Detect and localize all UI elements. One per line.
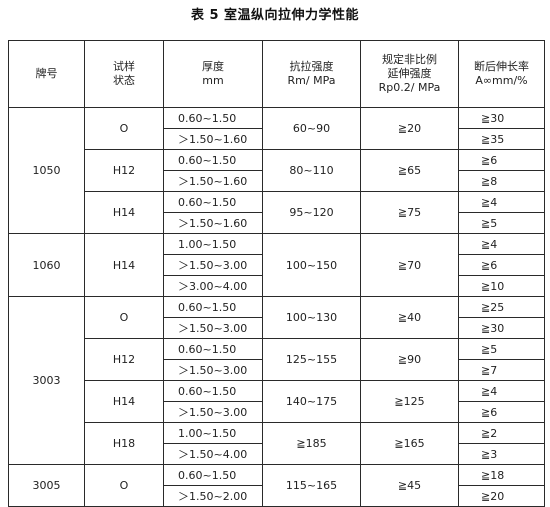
thickness-cell: ＞1.50~1.60 bbox=[163, 170, 263, 192]
table-row: H12 0.60~1.50 125~155 ≧90 ≧5 bbox=[9, 338, 545, 381]
tensile-cell: 60~90 bbox=[262, 107, 361, 150]
table-row: H14 0.60~1.50 95~120 ≧75 ≧4 bbox=[9, 191, 545, 234]
elongation-cell: ≧8 bbox=[458, 170, 545, 192]
tensile-cell: 115~165 bbox=[262, 464, 361, 507]
elongation-cell: ≧18 bbox=[458, 464, 545, 486]
temper-cell: H14 bbox=[84, 380, 164, 423]
elongation-cell: ≧25 bbox=[458, 296, 545, 318]
elongation-cell: ≧35 bbox=[458, 128, 545, 150]
tensile-cell: 125~155 bbox=[262, 338, 361, 381]
yield-cell: ≧90 bbox=[360, 338, 459, 381]
thickness-cell: 1.00~1.50 bbox=[163, 233, 263, 255]
header-elongation: 断后伸长率 A∞mm/% bbox=[458, 40, 545, 108]
table-row: ＞1.50~3.00 ≧7 bbox=[9, 359, 545, 381]
tensile-cell: 100~150 bbox=[262, 233, 361, 297]
table-row: H18 1.00~1.50 ≧185 ≧165 ≧2 bbox=[9, 422, 545, 465]
table-row: H12 0.60~1.50 80~110 ≧65 ≧6 bbox=[9, 149, 545, 192]
table-row: 3003 O 0.60~1.50 100~130 ≧40 ≧25 bbox=[8, 296, 545, 465]
table-row: ＞1.50~2.00 ≧20 bbox=[9, 485, 545, 507]
elongation-cell: ≧30 bbox=[458, 107, 545, 129]
table-row: 3005 O 0.60~1.50 115~165 ≧45 ≧18 bbox=[8, 464, 545, 507]
grade-cell: 1060 bbox=[8, 233, 85, 297]
thickness-cell: 0.60~1.50 bbox=[163, 296, 263, 318]
temper-cell: H14 bbox=[84, 191, 164, 234]
table-row: H14 0.60~1.50 140~175 ≧125 ≧4 bbox=[9, 380, 545, 423]
table-row: ＞1.50~1.60 ≧5 bbox=[9, 212, 545, 234]
temper-cell: H14 bbox=[84, 233, 164, 297]
thickness-cell: ＞1.50~3.00 bbox=[163, 401, 263, 423]
tensile-cell: 80~110 bbox=[262, 149, 361, 192]
header-yield-strength: 规定非比例 延伸强度 Rp0.2/ MPa bbox=[360, 40, 459, 108]
properties-table: 牌号 试样 状态 厚度 mm 抗拉强度 Rm/ MPa 规定非比例 延伸强度 Rp0.2/… bbox=[8, 40, 545, 507]
thickness-cell: ＞1.50~2.00 bbox=[163, 485, 263, 507]
table-title: 表 5 室温纵向拉伸力学性能 bbox=[190, 8, 360, 23]
elongation-cell: ≧10 bbox=[458, 275, 545, 297]
elongation-cell: ≧3 bbox=[458, 443, 545, 465]
tensile-cell: 140~175 bbox=[262, 380, 361, 423]
grade-cell: 3003 bbox=[8, 296, 85, 465]
elongation-cell: ≧4 bbox=[458, 233, 545, 255]
header-thickness: 厚度 mm bbox=[163, 40, 263, 108]
thickness-cell: 0.60~1.50 bbox=[163, 338, 263, 360]
yield-cell: ≧165 bbox=[360, 422, 459, 465]
thickness-cell: 1.00~1.50 bbox=[163, 422, 263, 444]
elongation-cell: ≧6 bbox=[458, 149, 545, 171]
elongation-cell: ≧7 bbox=[458, 359, 545, 381]
elongation-cell: ≧2 bbox=[458, 422, 545, 444]
table-row: 1050 O 0.60~1.50 60~90 ≧20 ≧30 bbox=[8, 107, 545, 234]
temper-cell: H12 bbox=[84, 338, 164, 381]
grade-cell: 1050 bbox=[8, 107, 85, 234]
yield-cell: ≧70 bbox=[360, 233, 459, 297]
thickness-cell: 0.60~1.50 bbox=[163, 380, 263, 402]
elongation-cell: ≧6 bbox=[458, 401, 545, 423]
table-row: ＞1.50~4.00 ≧3 bbox=[9, 443, 545, 465]
thickness-cell: ＞1.50~3.00 bbox=[163, 317, 263, 339]
temper-cell: O bbox=[84, 464, 164, 507]
thickness-cell: ＞1.50~1.60 bbox=[163, 212, 263, 234]
yield-cell: ≧45 bbox=[360, 464, 459, 507]
temper-cell: H12 bbox=[84, 149, 164, 192]
thickness-cell: 0.60~1.50 bbox=[163, 464, 263, 486]
thickness-cell: ＞1.50~3.00 bbox=[163, 359, 263, 381]
tensile-cell: ≧185 bbox=[262, 422, 361, 465]
header-tensile-strength: 抗拉强度 Rm/ MPa bbox=[262, 40, 361, 108]
elongation-cell: ≧5 bbox=[458, 212, 545, 234]
temper-cell: O bbox=[84, 296, 164, 339]
tensile-cell: 95~120 bbox=[262, 191, 361, 234]
elongation-cell: ≧4 bbox=[458, 191, 545, 213]
yield-cell: ≧20 bbox=[360, 107, 459, 150]
grade-cell: 3005 bbox=[8, 464, 85, 507]
yield-cell: ≧75 bbox=[360, 191, 459, 234]
tensile-cell: 100~130 bbox=[262, 296, 361, 339]
thickness-cell: 0.60~1.50 bbox=[163, 107, 263, 129]
thickness-cell: ＞3.00~4.00 bbox=[163, 275, 263, 297]
elongation-cell: ≧20 bbox=[458, 485, 545, 507]
elongation-cell: ≧6 bbox=[458, 254, 545, 276]
temper-cell: H18 bbox=[84, 422, 164, 465]
table-row: ＞1.50~3.00 ≧6 bbox=[9, 401, 545, 423]
elongation-cell: ≧30 bbox=[458, 317, 545, 339]
yield-cell: ≧65 bbox=[360, 149, 459, 192]
yield-cell: ≧125 bbox=[360, 380, 459, 423]
thickness-cell: ＞1.50~4.00 bbox=[163, 443, 263, 465]
elongation-cell: ≧4 bbox=[458, 380, 545, 402]
table-row: 1060 H14 1.00~1.50 100~150 ≧70 ≧4 bbox=[8, 233, 545, 297]
thickness-cell: ＞1.50~1.60 bbox=[163, 128, 263, 150]
yield-cell: ≧40 bbox=[360, 296, 459, 339]
thickness-cell: 0.60~1.50 bbox=[163, 191, 263, 213]
thickness-cell: 0.60~1.50 bbox=[163, 149, 263, 171]
elongation-cell: ≧5 bbox=[458, 338, 545, 360]
temper-cell: O bbox=[84, 107, 164, 150]
header-temper: 试样 状态 bbox=[84, 40, 164, 108]
header-grade: 牌号 bbox=[8, 40, 85, 108]
header-row: 牌号 试样 状态 厚度 mm 抗拉强度 Rm/ MPa 规定非比例 延伸强度 Rp0.2/… bbox=[8, 40, 545, 108]
thickness-cell: ＞1.50~3.00 bbox=[163, 254, 263, 276]
table-row: ＞3.00~4.00 ≧10 bbox=[9, 275, 545, 297]
